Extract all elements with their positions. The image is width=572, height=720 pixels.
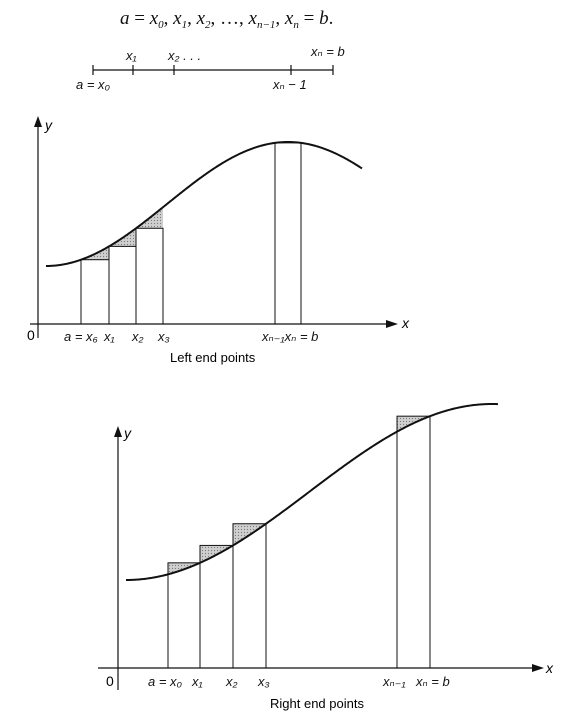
right-caption: Right end points <box>270 696 364 711</box>
left-tick-x3: x₃ <box>157 329 170 344</box>
label-xn-minus-1: xₙ − 1 <box>272 77 307 92</box>
right-shading-regions <box>168 416 430 575</box>
label-x2: x₂ . . . <box>167 48 201 63</box>
left-rectangle <box>80 259 110 325</box>
right-y-arrow-icon <box>114 426 122 437</box>
label-a-eq-x0: a = x₀ <box>76 77 111 92</box>
left-curve <box>45 140 363 267</box>
left-endpoints-graph: y x 0 a = x₆ x₁ x₂ x₃ xₙ₋₁xₙ = b Left en… <box>27 116 410 365</box>
left-tick-a-eq-x0: a = x₆ <box>64 329 99 344</box>
left-rectangle <box>274 142 302 325</box>
right-rectangle <box>167 562 201 669</box>
left-shaded-gap <box>136 207 163 229</box>
right-x-label: x <box>545 660 554 676</box>
right-tick-x3: x₃ <box>257 674 270 689</box>
right-endpoints-graph: y x 0 a = x₀ x₁ x₂ x₃ xₙ₋₁ xₙ = b Right … <box>98 403 554 711</box>
number-line <box>92 65 334 75</box>
left-rectangle <box>135 227 164 325</box>
right-curve <box>126 403 499 581</box>
right-origin-label: 0 <box>106 673 114 689</box>
left-shaded-gap <box>109 228 136 247</box>
left-tick-x1: x₁ <box>103 329 115 344</box>
right-rectangles <box>167 415 431 669</box>
left-x-arrow-icon <box>386 320 398 328</box>
left-shading-regions <box>81 142 301 260</box>
left-y-label: y <box>44 117 53 133</box>
left-tick-xn: xₙ₋₁xₙ = b <box>261 329 318 344</box>
left-rectangles <box>80 142 302 325</box>
left-origin-label: 0 <box>27 327 35 343</box>
right-rectangle <box>396 415 431 669</box>
partition-formula: a = x0, x1, x2, …, xn−1, xn = b. <box>120 8 333 31</box>
left-y-arrow-icon <box>34 116 42 127</box>
label-x1: x₁ <box>125 48 137 63</box>
right-tick-a-eq-x0: a = x₀ <box>148 674 183 689</box>
left-x-label: x <box>401 315 410 331</box>
left-tick-x2: x₂ <box>131 329 144 344</box>
right-tick-x2: x₂ <box>225 674 238 689</box>
right-tick-xn-minus-1: xₙ₋₁ <box>382 674 406 689</box>
left-caption: Left end points <box>170 350 256 365</box>
right-rectangle <box>232 523 267 669</box>
right-y-label: y <box>123 425 132 441</box>
left-shaded-gap <box>81 246 109 260</box>
right-tick-x1: x₁ <box>191 674 203 689</box>
left-rectangle <box>108 245 137 325</box>
label-xn-eq-b: xₙ = b <box>310 44 345 59</box>
right-shaded-gap <box>397 416 430 432</box>
right-x-arrow-icon <box>532 664 544 672</box>
right-tick-xn-eq-b: xₙ = b <box>415 674 450 689</box>
right-rectangle <box>199 544 234 669</box>
